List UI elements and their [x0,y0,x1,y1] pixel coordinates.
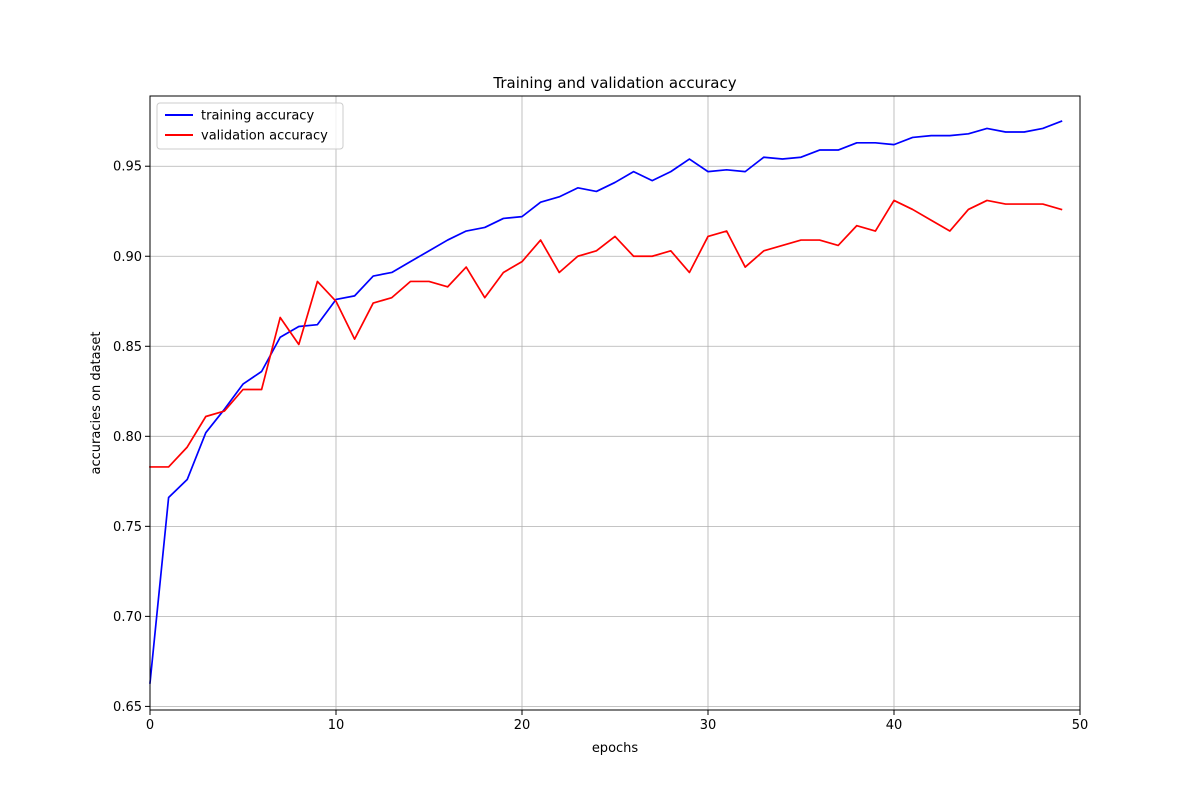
y-tick-label: 0.75 [113,520,142,535]
x-tick-label: 10 [328,718,345,733]
x-tick-label: 30 [700,718,717,733]
x-tick-label: 50 [1072,718,1089,733]
y-tick-label: 0.85 [113,340,142,355]
chart-title: Training and validation accuracy [492,74,736,92]
plot-frame [149,95,1081,711]
legend: training accuracy validation accuracy [156,102,344,150]
y-ticks: 0.65 0.70 0.75 0.80 0.85 0.90 0.95 [113,160,150,715]
y-tick-label: 0.65 [113,700,142,715]
x-tick-label: 40 [886,718,903,733]
legend-label-validation: validation accuracy [201,129,328,144]
y-tick-label: 0.70 [113,610,142,625]
y-tick-label: 0.95 [113,160,142,175]
x-ticks: 0 10 20 30 40 50 [146,710,1088,733]
y-tick-label: 0.90 [113,250,142,265]
legend-label-training: training accuracy [201,109,314,124]
x-axis-label: epochs [592,741,639,756]
y-tick-label: 0.80 [113,430,142,445]
legend-box [156,102,344,150]
y-axis-label: accuracies on dataset [89,332,104,475]
series-line-validation [149,199,1063,468]
x-tick-label: 20 [514,718,531,733]
series-line-training [149,120,1063,684]
grid-layer [149,96,1081,710]
series-layer [149,120,1063,684]
x-tick-label: 0 [146,718,154,733]
